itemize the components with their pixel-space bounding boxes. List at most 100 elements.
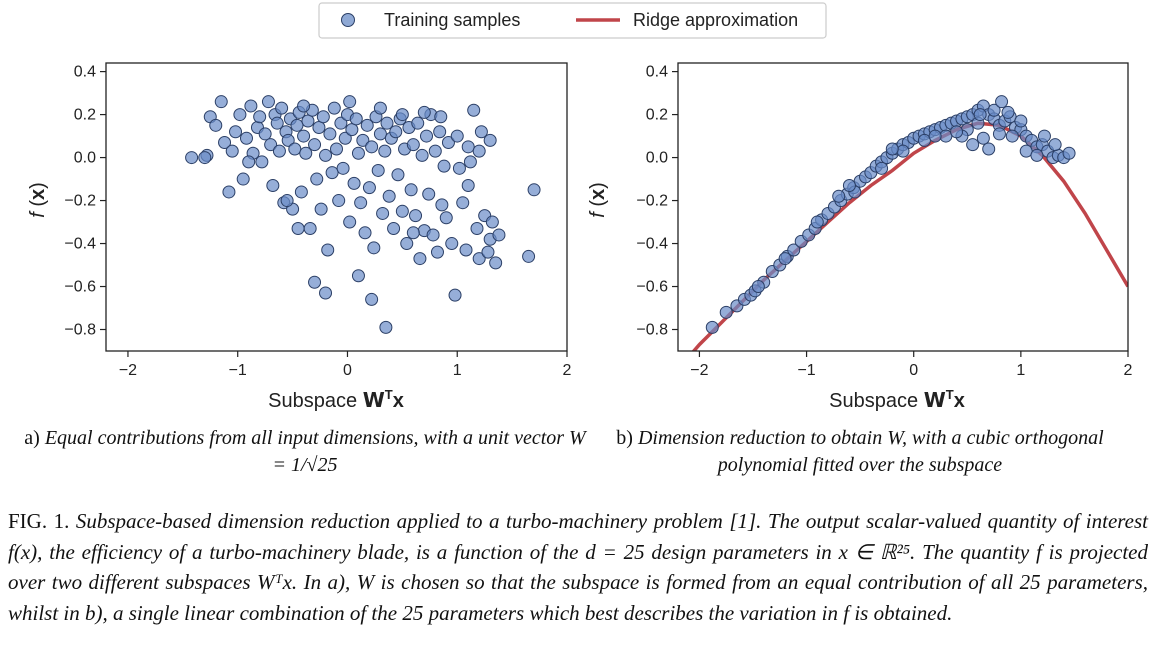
panel-a-sample-point: [239, 131, 253, 145]
panel-a-sample-point: [422, 187, 436, 201]
panel-b-sample-point: [810, 215, 824, 229]
figure-canvas: Training samples Ridge approximation −2−…: [27, 2, 1133, 412]
panel-a-sample-point: [437, 159, 451, 173]
panel-b-sample-point: [832, 189, 846, 203]
panel-a-sample-point: [334, 116, 348, 130]
panel-b-sample-point: [1030, 148, 1044, 162]
panel-a-sample-point: [321, 243, 335, 257]
panel-a-sample-point: [351, 146, 365, 160]
panel-a-caption: a) Equal contributions from all input di…: [20, 425, 590, 479]
panel-a-sample-point: [373, 127, 387, 141]
panel-a-ytick-label: −0.8: [64, 322, 96, 339]
panel-a-ytick-label: −0.4: [64, 236, 96, 253]
panel-a-sample-point: [441, 136, 455, 150]
panel-b-sample-point: [928, 129, 942, 143]
panel-b-caption-text: Dimension reduction to obtain W, with a …: [637, 427, 1104, 476]
panel-a-sample-point: [450, 129, 464, 143]
panel-b-sample-point: [995, 95, 1009, 109]
panel-a-sample-point: [448, 288, 462, 302]
panel-a-sample-point: [264, 138, 278, 152]
panel-a-sample-point: [439, 211, 453, 225]
panel-a-sample-point: [291, 221, 305, 235]
panel-a-sample-point: [400, 237, 414, 251]
panel-a-sample-point: [360, 118, 374, 132]
panel-a-sample-point: [236, 172, 250, 186]
panel-a-sample-point: [371, 163, 385, 177]
panel-a-sample-point: [426, 228, 440, 242]
panel-b-plot: −2 −1 0 1 2 0.4 0.2 0.0 −0.2 −0.4 −0.6 −0.8 Subspac…: [587, 62, 1133, 412]
legend-samples-label: Training samples: [384, 10, 520, 30]
panel-a-sample-point: [229, 125, 243, 139]
panel-a-sample-point: [185, 151, 199, 165]
panel-a-ticks: −2 −1 0 1 2 0.4 0.2 0.0 −0.2 −0.4 −0.6 −0.8: [64, 64, 571, 379]
panel-b-ytick-label: −0.4: [636, 236, 668, 253]
panel-a-sample-point: [472, 252, 486, 266]
panel-a-sample-point: [452, 161, 466, 175]
panel-b-ytick-label: 0.2: [646, 107, 668, 124]
panel-a-sample-point: [345, 123, 359, 137]
panel-a-sample-point: [463, 155, 477, 169]
panel-b-sample-point: [1019, 144, 1033, 158]
panel-b-ytick-label: −0.8: [636, 322, 668, 339]
panel-a-sample-point: [527, 183, 541, 197]
panel-b-xtick-label: −2: [690, 362, 708, 379]
panel-a-sample-point: [461, 179, 475, 193]
panel-a-sample-point: [376, 206, 390, 220]
panel-b-sample-point: [1005, 129, 1019, 143]
panel-b-points: [705, 95, 1076, 334]
panel-a-sample-point: [406, 226, 420, 240]
panel-a-sample-point: [325, 166, 339, 180]
panel-b-sample-point: [973, 108, 987, 122]
panel-a-ytick-label: 0.0: [74, 150, 96, 167]
panel-b-xtick-label: 1: [1016, 362, 1025, 379]
panel-a-sample-point: [387, 221, 401, 235]
panel-a-sample-point: [288, 142, 302, 156]
panel-b-sample-point: [992, 127, 1006, 141]
panel-a-sample-point: [308, 275, 322, 289]
panel-b-caption-tag: b): [616, 427, 633, 449]
panel-a-sample-point: [272, 144, 286, 158]
panel-a-sample-point: [338, 131, 352, 145]
panel-a-sample-point: [275, 101, 289, 115]
panel-a-sample-point: [365, 140, 379, 154]
panel-b-sample-point: [896, 144, 910, 158]
panel-b-sample-point: [1037, 129, 1051, 143]
panel-a-sample-point: [261, 95, 275, 109]
panel-b-sample-point: [719, 305, 733, 319]
panel-a-sample-point: [435, 198, 449, 212]
panel-a-sample-point: [327, 101, 341, 115]
panel-b-ytick-label: 0.4: [646, 64, 668, 81]
legend-sample-marker: [341, 13, 355, 27]
panel-a-sample-point: [379, 320, 393, 334]
panel-a-plot: −2 −1 0 1 2 0.4 0.2 0.0 −0.2 −0.4 −0.6 −0.8 Subspac…: [27, 62, 572, 412]
panel-a-sample-point: [253, 110, 267, 124]
panel-a-sample-point: [459, 243, 473, 257]
panel-a-sample-point: [308, 138, 322, 152]
panel-a-sample-point: [332, 194, 346, 208]
panel-a-xtick-label: 1: [453, 362, 462, 379]
panel-a-sample-point: [303, 221, 317, 235]
panel-b-caption: b) Dimension reduction to obtain W, with…: [610, 425, 1110, 479]
panel-a-sample-point: [456, 196, 470, 210]
panel-a-sample-point: [198, 151, 212, 165]
panel-b-sample-point: [976, 131, 990, 145]
panel-a-sample-point: [430, 245, 444, 259]
panel-a-sample-point: [316, 110, 330, 124]
panel-a-sample-point: [270, 116, 284, 130]
panel-a-sample-point: [280, 194, 294, 208]
panel-a-sample-point: [319, 286, 333, 300]
panel-b-sample-point: [982, 142, 996, 156]
panel-a-sample-point: [312, 120, 326, 134]
panel-a-sample-point: [474, 125, 488, 139]
panel-a-sample-point: [492, 228, 506, 242]
legend-ridge-label: Ridge approximation: [633, 10, 798, 30]
panel-a-sample-point: [294, 185, 308, 199]
panel-b-sample-point: [987, 103, 1001, 117]
panel-a-xtick-label: −1: [229, 362, 247, 379]
panel-a-sample-point: [225, 144, 239, 158]
panel-a-sample-point: [297, 129, 311, 143]
panel-a-sample-point: [323, 127, 337, 141]
panel-a-sample-point: [290, 118, 304, 132]
panel-b-xtick-label: −1: [797, 362, 815, 379]
panel-a-sample-point: [255, 155, 269, 169]
